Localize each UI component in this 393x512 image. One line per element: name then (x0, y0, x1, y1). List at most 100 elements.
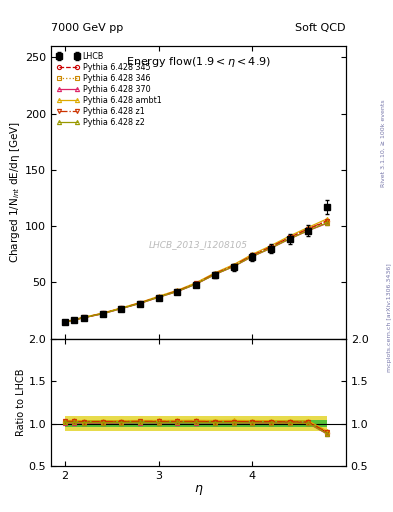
Pythia 6.428 z1 (325, 218, 329, 224)
Pythia 6.428 370 (156, 294, 161, 301)
Pythia 6.428 z1 (72, 316, 77, 323)
Pythia 6.428 ambt1 (194, 280, 198, 286)
Pythia 6.428 z2 (250, 253, 255, 260)
Pythia 6.428 345 (72, 317, 77, 323)
Pythia 6.428 z1 (250, 252, 255, 259)
Line: Pythia 6.428 345: Pythia 6.428 345 (63, 219, 329, 324)
Pythia 6.428 370 (250, 253, 255, 260)
Pythia 6.428 370 (231, 264, 236, 270)
Pythia 6.428 370 (325, 220, 329, 226)
Pythia 6.428 z1 (213, 270, 217, 276)
Text: Rivet 3.1.10, ≥ 100k events: Rivet 3.1.10, ≥ 100k events (381, 99, 386, 187)
Pythia 6.428 346 (306, 227, 311, 233)
Pythia 6.428 ambt1 (156, 293, 161, 299)
Pythia 6.428 z2 (156, 294, 161, 300)
Pythia 6.428 ambt1 (119, 305, 124, 311)
Pythia 6.428 ambt1 (269, 243, 274, 249)
Pythia 6.428 z2 (325, 220, 329, 226)
Text: mcplots.cern.ch [arXiv:1306.3436]: mcplots.cern.ch [arXiv:1306.3436] (387, 263, 391, 372)
Y-axis label: Charged 1/N$_{int}$ dE/dη [GeV]: Charged 1/N$_{int}$ dE/dη [GeV] (8, 121, 22, 264)
Pythia 6.428 z2 (119, 306, 124, 312)
Pythia 6.428 ambt1 (81, 314, 86, 321)
Pythia 6.428 370 (119, 306, 124, 312)
Pythia 6.428 z1 (119, 305, 124, 311)
Pythia 6.428 346 (100, 310, 105, 316)
Pythia 6.428 z1 (231, 263, 236, 269)
Pythia 6.428 345 (213, 271, 217, 277)
Pythia 6.428 z2 (269, 245, 274, 251)
Legend: LHCB, Pythia 6.428 345, Pythia 6.428 346, Pythia 6.428 370, Pythia 6.428 ambt1, : LHCB, Pythia 6.428 345, Pythia 6.428 346… (55, 50, 163, 129)
Text: Soft QCD: Soft QCD (296, 23, 346, 33)
Line: Pythia 6.428 370: Pythia 6.428 370 (63, 221, 329, 324)
Pythia 6.428 346 (81, 314, 86, 321)
Pythia 6.428 ambt1 (63, 319, 68, 325)
Pythia 6.428 z1 (175, 288, 180, 294)
Pythia 6.428 z1 (306, 226, 311, 232)
Pythia 6.428 z2 (194, 281, 198, 287)
Pythia 6.428 z1 (100, 310, 105, 316)
Pythia 6.428 ambt1 (287, 233, 292, 239)
Pythia 6.428 346 (269, 245, 274, 251)
Pythia 6.428 370 (81, 315, 86, 321)
Pythia 6.428 345 (156, 294, 161, 300)
Pythia 6.428 345 (325, 218, 329, 224)
Pythia 6.428 346 (63, 319, 68, 325)
Pythia 6.428 ambt1 (175, 287, 180, 293)
Pythia 6.428 ambt1 (138, 300, 142, 306)
Pythia 6.428 345 (119, 305, 124, 311)
Pythia 6.428 346 (287, 235, 292, 241)
Pythia 6.428 ambt1 (100, 310, 105, 316)
Pythia 6.428 345 (194, 281, 198, 287)
Text: 7000 GeV pp: 7000 GeV pp (51, 23, 123, 33)
Pythia 6.428 345 (306, 226, 311, 232)
Pythia 6.428 z1 (81, 314, 86, 321)
Line: Pythia 6.428 z1: Pythia 6.428 z1 (63, 219, 329, 324)
Pythia 6.428 346 (156, 294, 161, 300)
Pythia 6.428 ambt1 (231, 262, 236, 268)
Pythia 6.428 ambt1 (72, 316, 77, 323)
X-axis label: η: η (195, 482, 202, 495)
Pythia 6.428 345 (269, 244, 274, 250)
Pythia 6.428 z1 (269, 244, 274, 250)
Pythia 6.428 z1 (194, 280, 198, 286)
Pythia 6.428 345 (63, 319, 68, 325)
Pythia 6.428 346 (213, 271, 217, 278)
Pythia 6.428 z1 (63, 319, 68, 325)
Pythia 6.428 ambt1 (250, 251, 255, 258)
Pythia 6.428 ambt1 (213, 270, 217, 276)
Pythia 6.428 ambt1 (306, 224, 311, 230)
Pythia 6.428 345 (231, 263, 236, 269)
Pythia 6.428 z2 (138, 300, 142, 306)
Pythia 6.428 z1 (138, 300, 142, 306)
Pythia 6.428 z2 (63, 319, 68, 325)
Line: Pythia 6.428 z2: Pythia 6.428 z2 (63, 221, 329, 324)
Pythia 6.428 370 (213, 271, 217, 278)
Pythia 6.428 370 (287, 236, 292, 242)
Pythia 6.428 345 (81, 314, 86, 321)
Pythia 6.428 345 (138, 300, 142, 306)
Y-axis label: Ratio to LHCB: Ratio to LHCB (16, 369, 26, 436)
Pythia 6.428 346 (325, 219, 329, 225)
Pythia 6.428 370 (100, 311, 105, 317)
Pythia 6.428 z1 (287, 234, 292, 240)
Pythia 6.428 370 (194, 281, 198, 287)
Pythia 6.428 345 (100, 310, 105, 316)
Pythia 6.428 346 (119, 305, 124, 311)
Pythia 6.428 370 (269, 245, 274, 251)
Text: LHCB_2013_I1208105: LHCB_2013_I1208105 (149, 241, 248, 249)
Pythia 6.428 346 (231, 263, 236, 269)
Pythia 6.428 370 (175, 288, 180, 294)
Pythia 6.428 ambt1 (325, 216, 329, 222)
Pythia 6.428 z2 (213, 271, 217, 278)
Pythia 6.428 345 (287, 234, 292, 241)
Line: Pythia 6.428 ambt1: Pythia 6.428 ambt1 (63, 217, 329, 324)
Pythia 6.428 346 (175, 288, 180, 294)
Pythia 6.428 370 (138, 301, 142, 307)
Pythia 6.428 z2 (81, 314, 86, 321)
Pythia 6.428 z2 (231, 263, 236, 269)
Pythia 6.428 345 (175, 288, 180, 294)
Pythia 6.428 370 (63, 319, 68, 325)
Pythia 6.428 z2 (100, 311, 105, 317)
Pythia 6.428 z2 (287, 236, 292, 242)
Pythia 6.428 z2 (175, 288, 180, 294)
